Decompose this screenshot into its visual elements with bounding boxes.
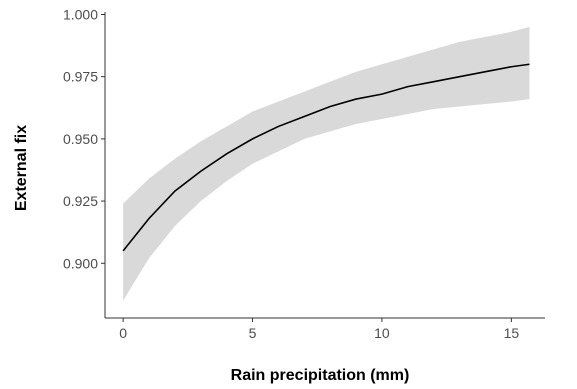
y-tick-label: 0.975 <box>63 69 98 85</box>
x-axis-ticks: 0 5 10 15 <box>119 318 519 341</box>
confidence-ribbon-layer <box>123 26 530 301</box>
x-tick-label: 0 <box>119 325 127 341</box>
y-axis-title: External fix <box>13 125 30 211</box>
fit-line <box>122 63 530 252</box>
y-tick-label: 0.900 <box>63 255 98 271</box>
fit-line-layer <box>122 63 530 252</box>
x-tick-label: 10 <box>374 325 390 341</box>
y-tick-label: 0.925 <box>63 193 98 209</box>
y-tick-label: 0.950 <box>63 131 98 147</box>
x-axis-title: Rain precipitation (mm) <box>231 367 410 384</box>
y-tick-label: 1.000 <box>63 6 98 22</box>
x-tick-label: 5 <box>249 325 257 341</box>
y-axis-ticks: 0.900 0.925 0.950 0.975 1.000 <box>63 6 105 271</box>
axes <box>104 12 545 319</box>
confidence-ribbon <box>123 26 530 301</box>
x-tick-label: 15 <box>504 325 520 341</box>
